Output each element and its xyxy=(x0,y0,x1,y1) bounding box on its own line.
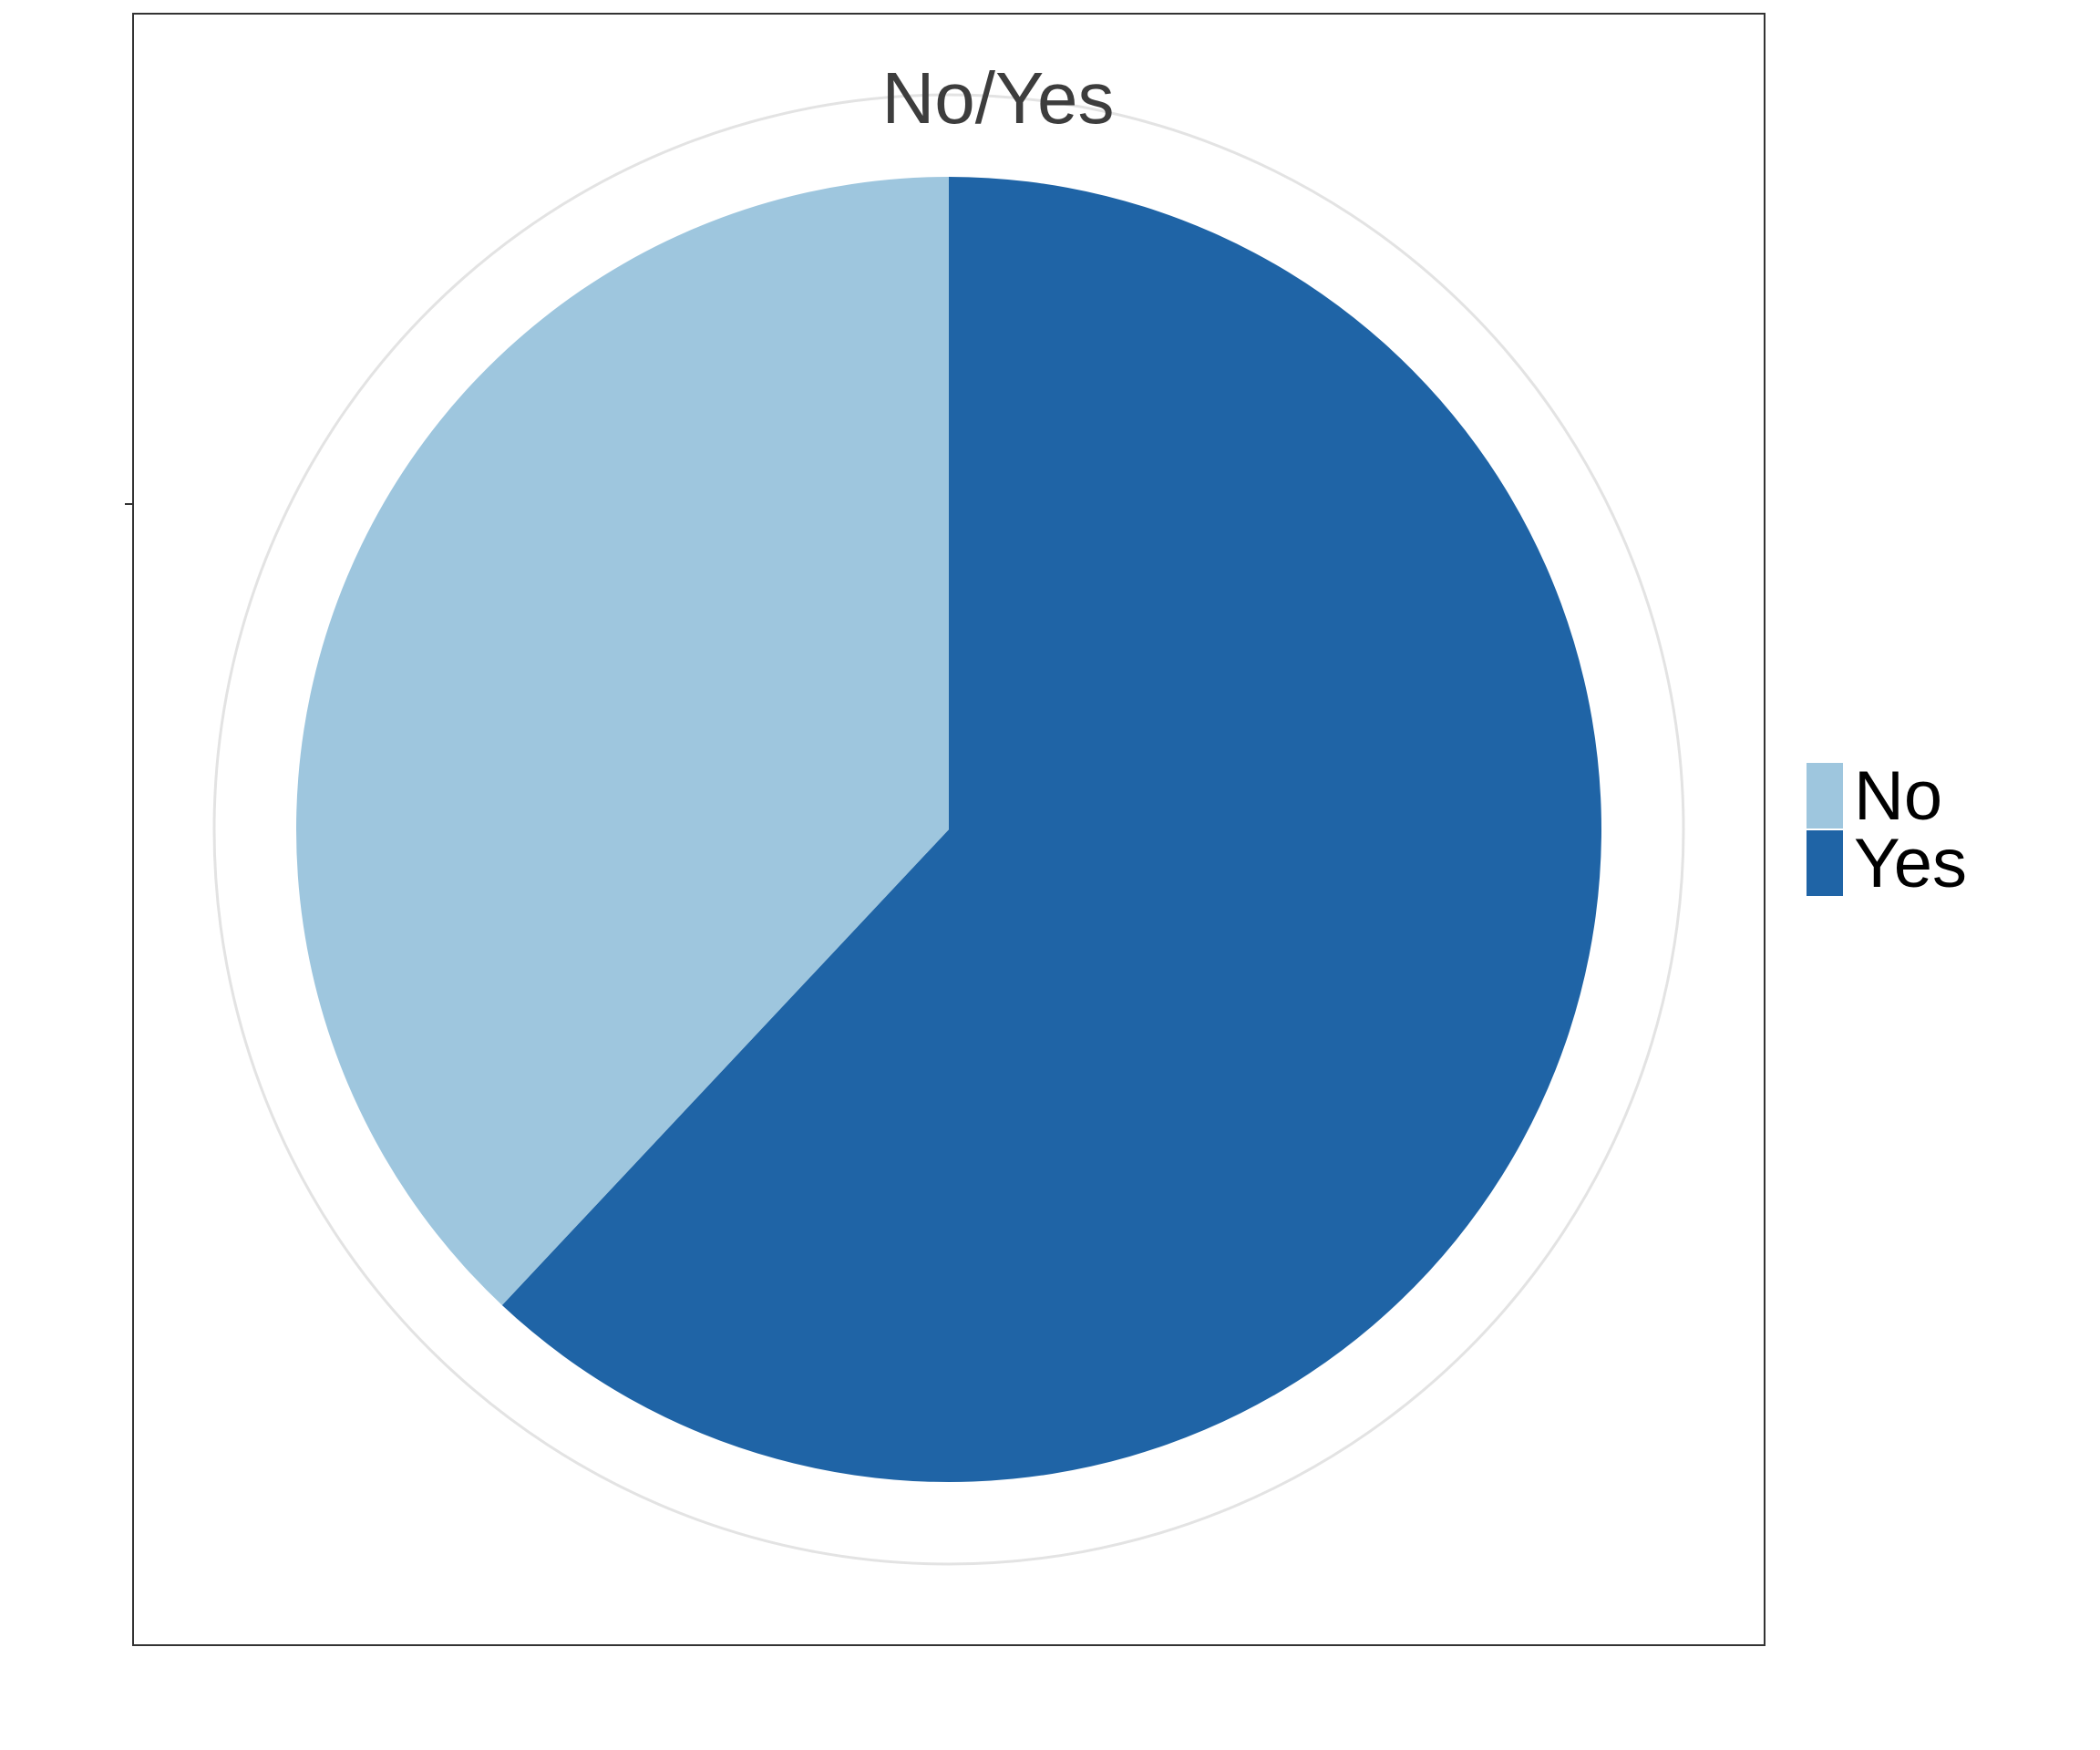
legend-label-yes: Yes xyxy=(1854,825,1967,902)
outer-grid-circle xyxy=(212,93,1685,1566)
legend-label-no: No xyxy=(1854,757,1942,835)
pie-slice-no xyxy=(296,177,949,1305)
pie-slices xyxy=(296,177,1602,1482)
legend-key-no xyxy=(1807,763,1843,829)
pie-slice-yes xyxy=(501,177,1602,1482)
legend-key-yes xyxy=(1807,830,1843,896)
chart-title: No/Yes xyxy=(882,57,1115,139)
